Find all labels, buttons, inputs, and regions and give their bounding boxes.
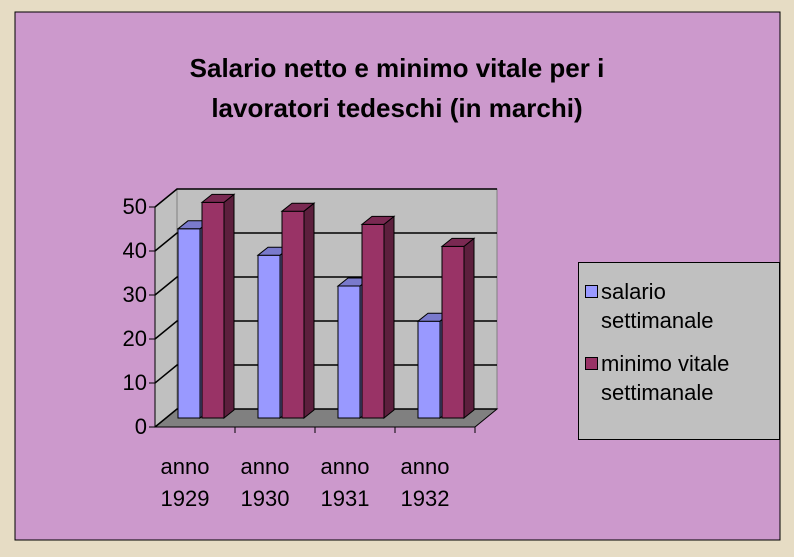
- chart-title: Salario netto e minimo vitale per i lavo…: [189, 53, 605, 123]
- legend-item: salario settimanale: [585, 277, 771, 335]
- y-tick-label: 30: [122, 282, 147, 307]
- x-tick-label: anno 1932: [400, 454, 450, 511]
- legend: salario settimanale minimo vitale settima…: [578, 262, 780, 440]
- x-tick-label: anno 1930: [240, 454, 290, 511]
- side-wall: [154, 187, 178, 429]
- bar: [440, 237, 476, 420]
- bar: [280, 202, 316, 420]
- x-tick-label: anno 1931: [320, 454, 370, 511]
- legend-label: minimo vitale settimanale: [601, 351, 730, 405]
- legend-swatch: [585, 357, 598, 370]
- y-tick-label: 10: [122, 370, 147, 395]
- grid-line: [154, 188, 497, 208]
- y-tick-label: 40: [122, 238, 147, 263]
- legend-item: minimo vitale settimanale: [585, 349, 771, 407]
- x-tick-label: anno 1929: [160, 454, 210, 511]
- y-tick-label: 50: [122, 194, 147, 219]
- legend-label: salario settimanale: [601, 279, 714, 333]
- y-tick-label: 20: [122, 326, 147, 351]
- bar: [360, 215, 396, 420]
- legend-swatch: [585, 285, 598, 298]
- y-tick-label: 0: [134, 414, 147, 439]
- bar: [200, 193, 236, 420]
